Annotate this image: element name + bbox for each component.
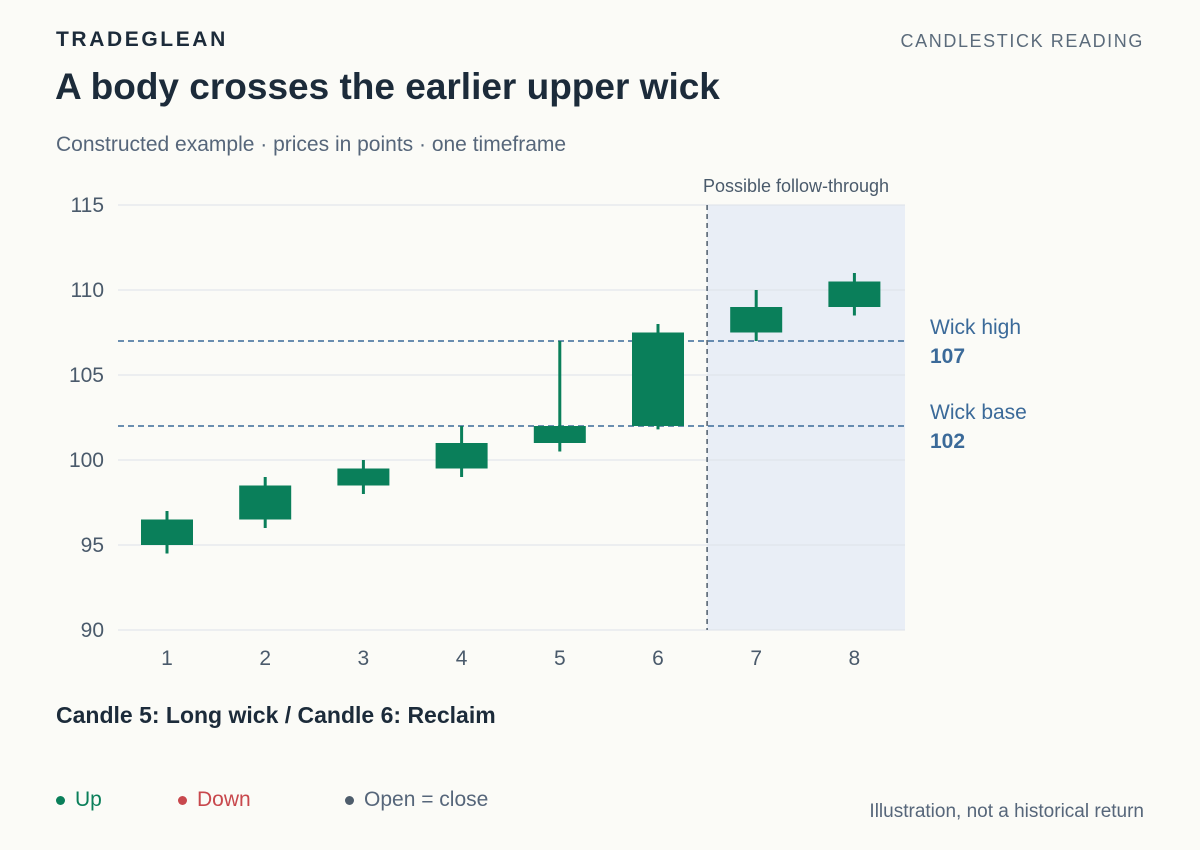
disclaimer-note: Illustration, not a historical return bbox=[869, 801, 1144, 822]
chart-title: A body crosses the earlier upper wick bbox=[55, 66, 720, 107]
chart-subtitle: Constructed example · prices in points ·… bbox=[56, 133, 567, 156]
x-tick-label: 6 bbox=[652, 647, 664, 670]
legend-item-down: Down bbox=[178, 788, 251, 812]
reference-label: Wick base bbox=[930, 401, 1027, 424]
follow-through-region bbox=[707, 205, 905, 630]
candle-body bbox=[730, 307, 783, 333]
chart-caption: Candle 5: Long wick / Candle 6: Reclaim bbox=[56, 702, 496, 728]
candle-body bbox=[632, 332, 684, 426]
x-tick-label: 1 bbox=[161, 647, 173, 670]
reference-label: Wick high bbox=[930, 316, 1021, 339]
section-label: CANDLESTICK READING bbox=[900, 31, 1144, 51]
brand-logo: TRADEGLEAN bbox=[56, 28, 228, 51]
legend-label-flat: Open = close bbox=[364, 788, 489, 811]
candle-body bbox=[141, 519, 193, 545]
x-tick-label: 4 bbox=[456, 647, 468, 670]
legend-label-down: Down bbox=[197, 788, 251, 811]
legend-item-up: Up bbox=[56, 788, 102, 812]
legend-item-flat: Open = close bbox=[345, 788, 488, 812]
y-tick-label: 115 bbox=[71, 194, 104, 217]
y-tick-label: 105 bbox=[69, 364, 104, 387]
down-dot-icon bbox=[178, 795, 187, 805]
y-tick-label: 110 bbox=[71, 279, 104, 302]
candle-body bbox=[828, 281, 881, 307]
up-dot-icon bbox=[56, 795, 65, 805]
candle-body bbox=[435, 443, 488, 469]
x-tick-label: 7 bbox=[750, 647, 762, 670]
y-tick-label: 100 bbox=[69, 449, 104, 472]
x-tick-label: 5 bbox=[554, 647, 566, 670]
legend-label-up: Up bbox=[75, 788, 102, 811]
flat-dot-icon bbox=[345, 795, 354, 805]
candle-body bbox=[239, 485, 292, 520]
reference-value: 107 bbox=[930, 345, 965, 368]
candle-body bbox=[533, 426, 586, 443]
y-tick-label: 95 bbox=[81, 534, 104, 557]
follow-through-label: Possible follow-through bbox=[703, 176, 889, 196]
y-tick-label: 90 bbox=[81, 619, 104, 642]
reference-value: 102 bbox=[930, 430, 965, 453]
x-tick-label: 8 bbox=[849, 647, 861, 670]
candlestick-chart: 90 95 100 105 110 115 Possible follow-through W… bbox=[69, 176, 1027, 670]
candle-body bbox=[337, 468, 390, 486]
x-tick-label: 2 bbox=[259, 647, 271, 670]
x-tick-label: 3 bbox=[358, 647, 370, 670]
